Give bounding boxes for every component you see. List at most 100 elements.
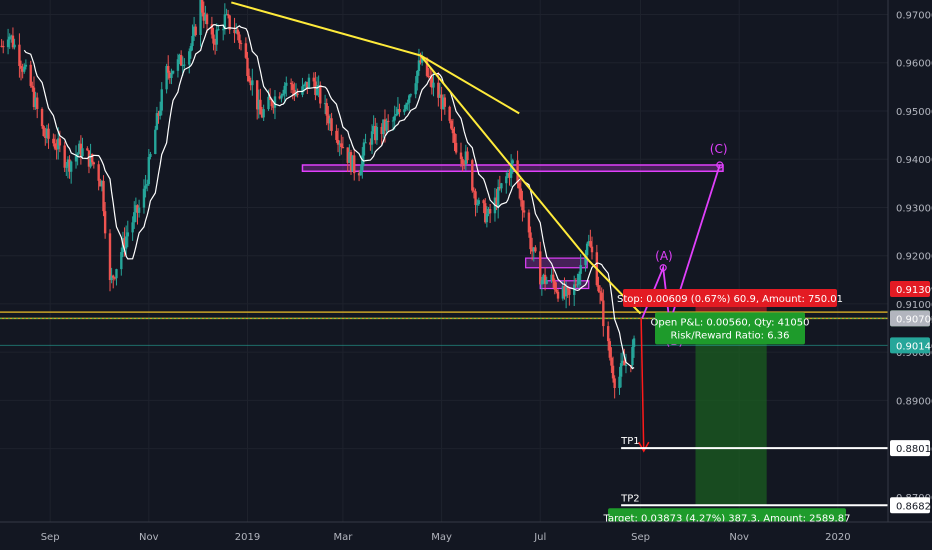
candle-body [610, 357, 613, 366]
candle-body [568, 289, 571, 295]
candle-body [584, 254, 587, 266]
candle-body [165, 65, 168, 90]
candle-body [380, 126, 383, 135]
candle-body [398, 109, 401, 113]
candle-body [236, 29, 239, 35]
candle-body [155, 113, 159, 130]
candle-body [527, 212, 531, 233]
price-badge [890, 337, 930, 354]
candle-body [495, 197, 498, 207]
candle-body [619, 363, 623, 377]
candle-body [496, 187, 500, 207]
candle-body [395, 113, 398, 116]
candle-body [86, 148, 89, 151]
time-tick-label: Sep [631, 532, 650, 543]
candle-body [210, 24, 214, 35]
candle-body [124, 236, 128, 249]
candle-body [280, 95, 283, 99]
candle-body [78, 143, 81, 154]
candle-body [188, 51, 191, 65]
candle-body [222, 29, 225, 31]
candle-body [383, 119, 387, 131]
candle-body [448, 106, 451, 121]
candle-body [611, 365, 615, 379]
candle-body [364, 142, 367, 144]
candle-body [403, 109, 406, 113]
candle-body [417, 60, 421, 71]
candle-body [257, 99, 260, 110]
candle-body [336, 139, 340, 145]
time-tick-label: Jul [533, 532, 546, 543]
candle-body [306, 81, 309, 89]
candle-body [268, 96, 272, 100]
candle-body [244, 43, 248, 58]
candle-body [137, 207, 141, 213]
target-zone [695, 318, 767, 506]
candle-body [192, 26, 196, 36]
candle-body [632, 338, 636, 347]
candle-body [52, 138, 55, 144]
candle-body [315, 85, 319, 95]
candle-body [386, 120, 390, 122]
candle-body [120, 252, 123, 270]
candle-body [6, 39, 10, 48]
candle-body [270, 99, 273, 107]
candle-body [115, 269, 118, 279]
candle-body [110, 275, 113, 281]
candle-body [319, 85, 322, 104]
candle-body [519, 188, 523, 201]
candle-body [561, 286, 565, 299]
candle-body [474, 191, 477, 205]
candle-body [328, 118, 332, 124]
candle-body [108, 233, 112, 281]
candle-body [477, 200, 480, 205]
candle-body [608, 341, 611, 358]
pnl-label-box [655, 312, 805, 345]
candle-body [539, 251, 542, 285]
candle-body [621, 360, 624, 364]
candle-body [149, 153, 152, 157]
trendline-4 [420, 54, 520, 115]
candle-body [13, 44, 16, 48]
candle-body [291, 84, 294, 90]
candle-body [314, 81, 317, 95]
candle-body [466, 151, 469, 161]
price-badge-label: 0.91309 [896, 285, 932, 296]
candle-body [10, 35, 13, 37]
candle-body [327, 115, 330, 124]
wave-label-a: (A) [655, 249, 673, 263]
candle-body [441, 97, 445, 110]
candle-body [296, 93, 299, 95]
candle-body [427, 75, 430, 77]
candle-body [251, 80, 254, 86]
candle-body [555, 289, 558, 292]
candle-body [81, 148, 84, 157]
time-tick-label: Nov [729, 532, 749, 543]
candle-body [553, 281, 556, 290]
candle-body [66, 159, 70, 167]
candle-body [273, 96, 277, 108]
candle-body [8, 36, 11, 40]
price-axis-panel [888, 0, 932, 550]
candle-body [587, 241, 590, 244]
candle-body [100, 180, 104, 187]
candle-body [521, 200, 524, 211]
candle-body [189, 45, 193, 52]
candle-body [55, 148, 58, 150]
candle-body [406, 102, 409, 105]
candle-body [246, 57, 249, 76]
candle-body [194, 26, 197, 36]
candle-body [530, 249, 534, 252]
candle-body [133, 212, 136, 223]
candle-body [532, 247, 535, 252]
candle-body [213, 43, 217, 45]
candle-body [597, 285, 600, 292]
candle-body [362, 142, 366, 156]
candle-body [181, 65, 184, 67]
candle-body [76, 153, 79, 156]
candle-body [340, 143, 343, 147]
